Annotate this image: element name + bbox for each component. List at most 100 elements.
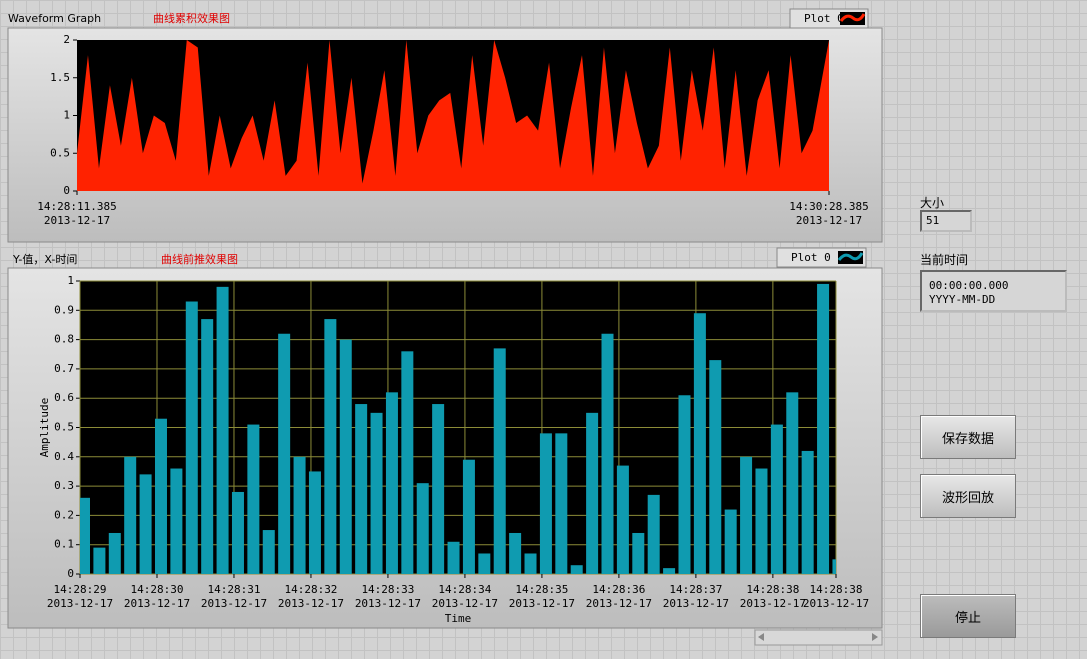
x-tick-label: 14:28:38 — [810, 583, 863, 596]
scrollbar[interactable] — [754, 629, 883, 646]
bar — [108, 532, 121, 574]
bar — [124, 456, 137, 574]
bar — [324, 319, 337, 574]
x-tick-label: 14:28:35 — [515, 583, 568, 596]
size-indicator: 51 — [920, 210, 972, 232]
y-tick-label: 0 — [67, 567, 74, 580]
x-tick-date: 2013-12-17 — [44, 214, 110, 227]
y-tick-label: 2 — [63, 33, 70, 46]
y-tick-label: 0.8 — [54, 333, 74, 346]
bar — [462, 459, 475, 574]
y-tick-label: 1 — [67, 274, 74, 287]
y-tick-label: 1.5 — [50, 71, 70, 84]
bar — [355, 404, 368, 574]
bar — [632, 532, 645, 574]
x-tick-date: 2013-12-17 — [740, 597, 806, 610]
y-tick-label: 0.2 — [54, 508, 74, 521]
y-tick-label: 0.7 — [54, 362, 74, 375]
x-tick-label: 14:28:33 — [361, 583, 414, 596]
bar — [663, 568, 676, 574]
bar — [401, 351, 414, 574]
bar — [154, 418, 167, 574]
bar — [509, 532, 522, 574]
bar — [770, 424, 783, 574]
x-tick-label: 14:28:37 — [669, 583, 722, 596]
bar — [678, 395, 691, 574]
x-tick-date: 2013-12-17 — [586, 597, 652, 610]
plot-marks — [77, 40, 829, 191]
x-tick-label: 14:28:11.385 — [37, 200, 116, 213]
x-tick-date: 2013-12-17 — [278, 597, 344, 610]
x-tick-date: 2013-12-17 — [355, 597, 421, 610]
y-tick-label: 0.9 — [54, 303, 74, 316]
x-tick-label: 14:30:28.385 — [789, 200, 868, 213]
x-tick-label: 14:28:38 — [746, 583, 799, 596]
bar — [817, 283, 830, 574]
bar — [432, 404, 445, 574]
time-indicator: 00:00:00.000 YYYY-MM-DD — [920, 270, 1067, 312]
bar — [185, 301, 198, 574]
x-tick-date: 2013-12-17 — [796, 214, 862, 227]
bar — [801, 450, 814, 574]
bar — [709, 360, 722, 574]
x-tick-date: 2013-12-17 — [124, 597, 190, 610]
bar — [247, 424, 260, 574]
y-tick-label: 0.6 — [54, 391, 74, 404]
bar — [139, 474, 152, 574]
bar — [278, 333, 291, 574]
x-tick-date: 2013-12-17 — [47, 597, 113, 610]
bar — [370, 412, 383, 574]
x-tick-date: 2013-12-17 — [201, 597, 267, 610]
y-tick-label: 1 — [63, 109, 70, 122]
bar — [524, 553, 537, 574]
x-tick-date: 2013-12-17 — [803, 597, 869, 610]
playback-button[interactable]: 波形回放 — [920, 474, 1016, 518]
bar — [832, 559, 836, 574]
bar — [216, 286, 229, 574]
x-tick-date: 2013-12-17 — [509, 597, 575, 610]
bar — [447, 541, 460, 574]
legend-icon — [837, 252, 864, 261]
y-tick-label: 0.4 — [54, 450, 74, 463]
date-value: YYYY-MM-DD — [929, 293, 996, 306]
bar — [339, 339, 352, 574]
bar — [231, 491, 244, 574]
save-button[interactable]: 保存数据 — [920, 415, 1016, 459]
size-label: 大小 — [920, 196, 945, 210]
y-axis-title: Amplitude — [38, 398, 51, 458]
x-tick-date: 2013-12-17 — [663, 597, 729, 610]
bar — [416, 483, 429, 574]
y-tick-label: 0 — [63, 184, 70, 197]
x-tick-label: 14:28:31 — [207, 583, 260, 596]
graph-caption: 曲线前推效果图 — [161, 252, 238, 266]
bar — [385, 392, 398, 574]
plot-marks — [80, 283, 836, 574]
bar — [616, 465, 629, 574]
bar — [740, 456, 753, 574]
bar — [493, 348, 506, 574]
x-tick-date: 2013-12-17 — [432, 597, 498, 610]
bar — [201, 319, 214, 574]
bar — [724, 509, 737, 574]
x-tick-label: 14:28:29 — [54, 583, 107, 596]
bar — [80, 497, 90, 574]
bar — [93, 547, 106, 574]
bar — [170, 468, 183, 574]
bar — [478, 553, 491, 574]
bar — [601, 333, 614, 574]
y-tick-label: 0.1 — [54, 538, 74, 551]
graph-label: Y-值，X-时间 — [12, 253, 77, 266]
bar — [786, 392, 799, 574]
bar — [647, 494, 660, 574]
bar — [308, 471, 321, 574]
y-tick-label: 0.5 — [54, 421, 74, 434]
x-tick-label: 14:28:30 — [130, 583, 183, 596]
x-tick-label: 14:28:34 — [438, 583, 491, 596]
legend-label: Plot 0 — [791, 251, 831, 264]
bar — [539, 433, 552, 574]
x-axis-title: Time — [445, 612, 472, 625]
bar — [755, 468, 768, 574]
stop-button[interactable]: 停止 — [920, 594, 1016, 638]
